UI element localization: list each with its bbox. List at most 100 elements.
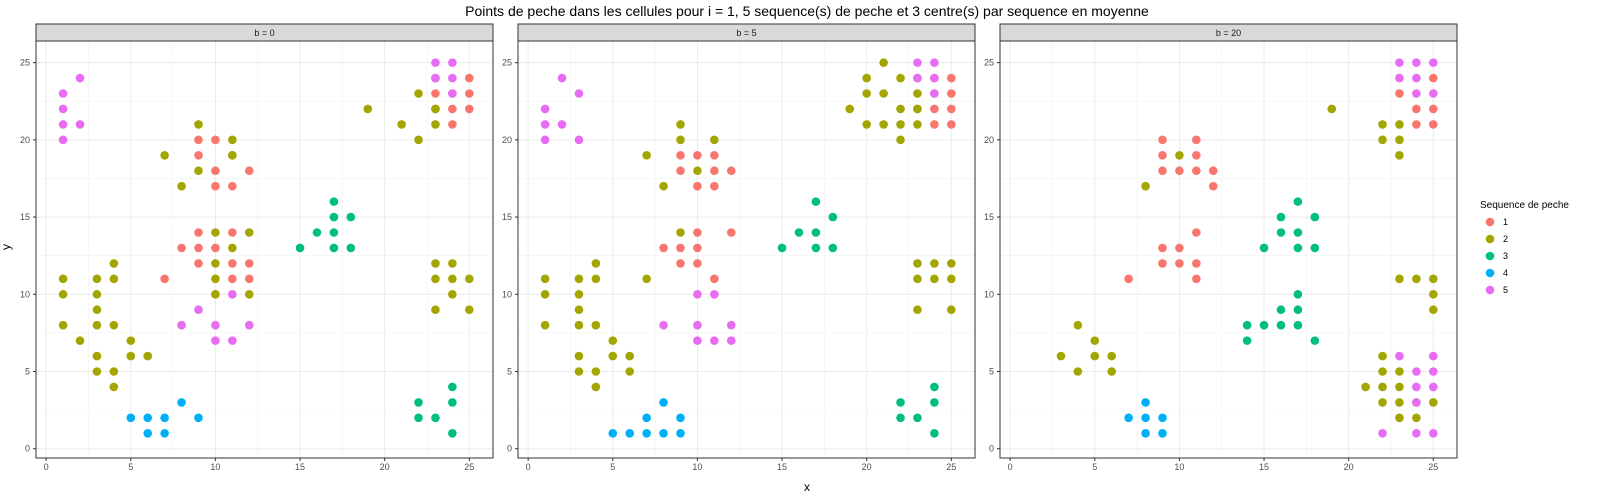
data-point-series-2	[431, 259, 440, 268]
data-point-series-2	[913, 305, 922, 315]
data-point-series-1	[1192, 135, 1201, 145]
data-point-series-5	[75, 73, 85, 83]
data-point-series-5	[1429, 382, 1438, 392]
data-point-series-2	[1429, 289, 1438, 299]
panel-border	[517, 40, 976, 459]
data-point-series-2	[228, 243, 237, 253]
data-point-series-4	[160, 428, 169, 438]
data-point-series-2	[896, 104, 905, 114]
data-point-series-1	[465, 73, 474, 83]
data-point-series-2	[414, 89, 423, 98]
data-point-series-2	[465, 305, 474, 315]
data-point-series-5	[913, 58, 922, 67]
data-point-series-5	[659, 320, 668, 330]
data-point-series-2	[1378, 135, 1387, 145]
data-point-series-3	[414, 413, 423, 423]
x-tick-label: 20	[862, 462, 872, 472]
data-point-series-2	[845, 104, 855, 114]
data-point-series-3	[431, 413, 440, 423]
y-tick-label: 15	[20, 212, 30, 222]
data-point-series-2	[947, 274, 956, 284]
legend-label-2: 2	[1503, 234, 1508, 244]
data-point-series-2	[913, 120, 922, 129]
data-point-series-1	[465, 104, 474, 114]
data-point-series-1	[1192, 259, 1201, 268]
data-point-series-4	[126, 413, 136, 423]
data-point-series-3	[1276, 320, 1286, 330]
legend-key-2	[1485, 234, 1495, 244]
data-point-series-2	[574, 367, 584, 376]
data-point-series-1	[228, 181, 237, 191]
data-point-series-5	[211, 320, 220, 330]
data-point-series-3	[1276, 212, 1286, 222]
data-point-series-1	[1192, 274, 1201, 284]
data-point-series-3	[913, 413, 922, 423]
data-point-series-2	[1378, 398, 1387, 407]
data-point-series-4	[642, 428, 651, 438]
data-point-series-5	[540, 120, 550, 129]
data-point-series-5	[1429, 351, 1438, 361]
data-point-series-3	[448, 428, 457, 438]
data-point-series-1	[676, 259, 685, 268]
data-point-series-5	[540, 104, 550, 114]
data-point-series-5	[1412, 58, 1421, 67]
data-point-series-2	[659, 181, 668, 191]
data-point-series-5	[177, 320, 186, 330]
data-point-series-5	[228, 289, 237, 299]
data-point-series-2	[109, 274, 119, 284]
data-point-series-1	[228, 259, 237, 268]
data-point-series-2	[431, 104, 440, 114]
data-point-series-1	[930, 104, 939, 114]
data-point-series-5	[930, 58, 939, 67]
x-tick-label: 5	[610, 462, 615, 472]
legend-key-1	[1485, 217, 1495, 227]
data-point-series-2	[676, 228, 685, 237]
data-point-series-5	[574, 89, 584, 98]
data-point-series-5	[1412, 89, 1421, 98]
data-point-series-5	[1395, 351, 1404, 361]
data-point-series-5	[1395, 58, 1404, 67]
panel-background	[1000, 41, 1457, 458]
x-tick-label: 10	[210, 462, 220, 472]
y-tick-label: 20	[984, 135, 994, 145]
data-point-series-4	[143, 413, 153, 423]
data-point-series-5	[726, 320, 736, 330]
data-point-series-2	[862, 73, 871, 83]
data-point-series-3	[1276, 228, 1286, 237]
data-point-series-2	[448, 259, 457, 268]
data-point-series-2	[625, 367, 635, 376]
data-point-series-2	[913, 259, 922, 268]
data-point-series-1	[1208, 166, 1218, 176]
data-point-series-1	[194, 243, 203, 253]
legend-title: Sequence de peche	[1480, 200, 1569, 211]
data-point-series-5	[913, 73, 922, 83]
data-point-series-5	[710, 289, 719, 299]
data-point-series-5	[710, 336, 719, 345]
data-point-series-4	[1141, 428, 1150, 438]
data-point-series-1	[211, 243, 220, 253]
y-tick-label: 20	[502, 135, 512, 145]
data-point-series-2	[143, 351, 153, 361]
data-point-series-5	[1395, 73, 1404, 83]
data-point-series-2	[58, 274, 68, 284]
facet-panel-1: b = 0 0 5 10 15 20 25 0 5 10 15 20 25	[20, 23, 494, 472]
panel-border	[999, 40, 1458, 459]
data-point-series-3	[346, 243, 356, 253]
data-point-series-4	[1141, 398, 1150, 407]
data-point-series-2	[397, 120, 406, 129]
legend-label-3: 3	[1503, 251, 1508, 261]
data-point-series-1	[710, 181, 719, 191]
panels-group: b = 0 0 5 10 15 20 25 0 5 10 15 20 25 b = 5 0 5 10 15 20 25…	[20, 23, 1458, 472]
data-point-series-2	[710, 135, 719, 145]
data-point-series-1	[194, 135, 203, 145]
data-point-series-5	[1412, 367, 1421, 376]
data-point-series-3	[1310, 243, 1320, 253]
data-point-series-5	[244, 320, 254, 330]
data-point-series-2	[1090, 351, 1100, 361]
data-point-series-2	[109, 382, 119, 392]
data-point-series-2	[608, 351, 618, 361]
data-point-series-1	[465, 89, 474, 98]
data-point-series-2	[92, 367, 102, 376]
data-point-series-1	[244, 274, 254, 284]
